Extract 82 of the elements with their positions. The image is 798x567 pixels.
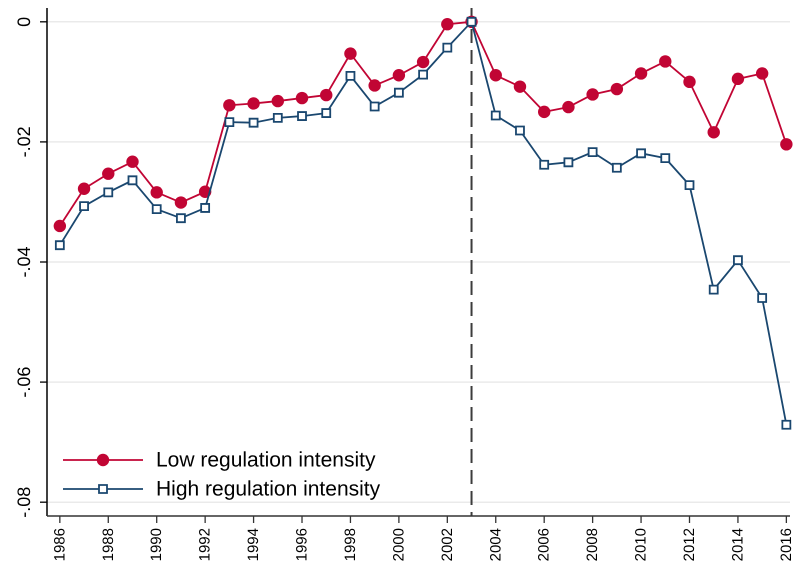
- y-tick-label: -.08: [14, 486, 34, 518]
- x-tick-label: 1988: [100, 528, 117, 562]
- x-tick-label: 2002: [438, 528, 456, 562]
- point: [321, 108, 332, 118]
- point: [490, 110, 501, 120]
- point: [636, 148, 646, 158]
- x-tick-label: 1998: [342, 528, 359, 562]
- x-tick-label: 2008: [584, 528, 602, 562]
- point: [272, 112, 283, 123]
- point: [733, 255, 743, 266]
- x-tick-label: 1996: [294, 528, 311, 562]
- point: [320, 88, 332, 102]
- point: [344, 47, 357, 60]
- point: [126, 156, 139, 168]
- x-tick-label: 1992: [196, 528, 214, 562]
- point: [634, 67, 648, 80]
- y-tick-label: -.04: [14, 246, 34, 278]
- point: [514, 80, 526, 93]
- point: [150, 186, 163, 199]
- y-tick-label: -.06: [14, 366, 34, 398]
- point: [588, 147, 598, 158]
- x-tick-label: 1990: [148, 528, 166, 562]
- point: [683, 76, 696, 88]
- point: [732, 72, 744, 86]
- point: [128, 175, 138, 186]
- point: [248, 118, 258, 128]
- x-tick-label: 1986: [51, 528, 68, 562]
- x-tick-label: 1994: [245, 528, 262, 562]
- point: [416, 56, 430, 68]
- point: [176, 213, 186, 224]
- y-tick-label: -.02: [14, 126, 34, 158]
- point: [346, 70, 356, 81]
- x-tick-label: 2006: [536, 528, 553, 562]
- point: [394, 88, 404, 98]
- legend-label: High regulation intensity: [156, 478, 381, 500]
- point: [174, 196, 188, 209]
- point: [708, 284, 719, 295]
- point: [247, 97, 260, 110]
- point: [442, 42, 452, 53]
- point: [539, 160, 550, 170]
- point: [368, 79, 381, 92]
- point: [54, 240, 65, 250]
- point: [684, 180, 694, 190]
- point: [659, 55, 672, 68]
- point: [781, 420, 792, 430]
- point: [441, 18, 454, 30]
- x-tick-label: 2000: [390, 528, 408, 562]
- point: [370, 102, 380, 112]
- point: [660, 153, 670, 164]
- point: [224, 117, 234, 127]
- point: [200, 203, 210, 213]
- point: [562, 100, 575, 114]
- point: [418, 70, 428, 80]
- point: [297, 111, 307, 121]
- y-tick-label: 0: [14, 16, 34, 27]
- point: [564, 157, 574, 168]
- x-tick-label: 2010: [632, 528, 650, 562]
- point: [612, 162, 622, 173]
- point: [152, 204, 162, 214]
- point: [756, 67, 768, 80]
- point: [610, 82, 624, 96]
- point: [102, 168, 114, 180]
- point: [223, 99, 236, 112]
- point: [757, 293, 768, 303]
- x-tick-label: 2004: [487, 528, 504, 562]
- x-tick-label: 2014: [729, 528, 746, 562]
- point: [708, 126, 720, 138]
- point: [780, 138, 793, 151]
- point: [272, 94, 284, 108]
- point: [538, 106, 550, 118]
- point: [78, 182, 90, 195]
- point: [103, 187, 114, 198]
- point: [392, 69, 406, 82]
- point: [54, 220, 66, 232]
- x-tick-label: 2012: [680, 528, 698, 562]
- point: [490, 69, 502, 82]
- point: [586, 88, 599, 101]
- x-tick-label: 2016: [778, 528, 795, 562]
- point: [79, 201, 89, 212]
- point: [296, 92, 308, 104]
- point: [515, 126, 525, 136]
- legend-label: Low regulation intensity: [156, 448, 376, 472]
